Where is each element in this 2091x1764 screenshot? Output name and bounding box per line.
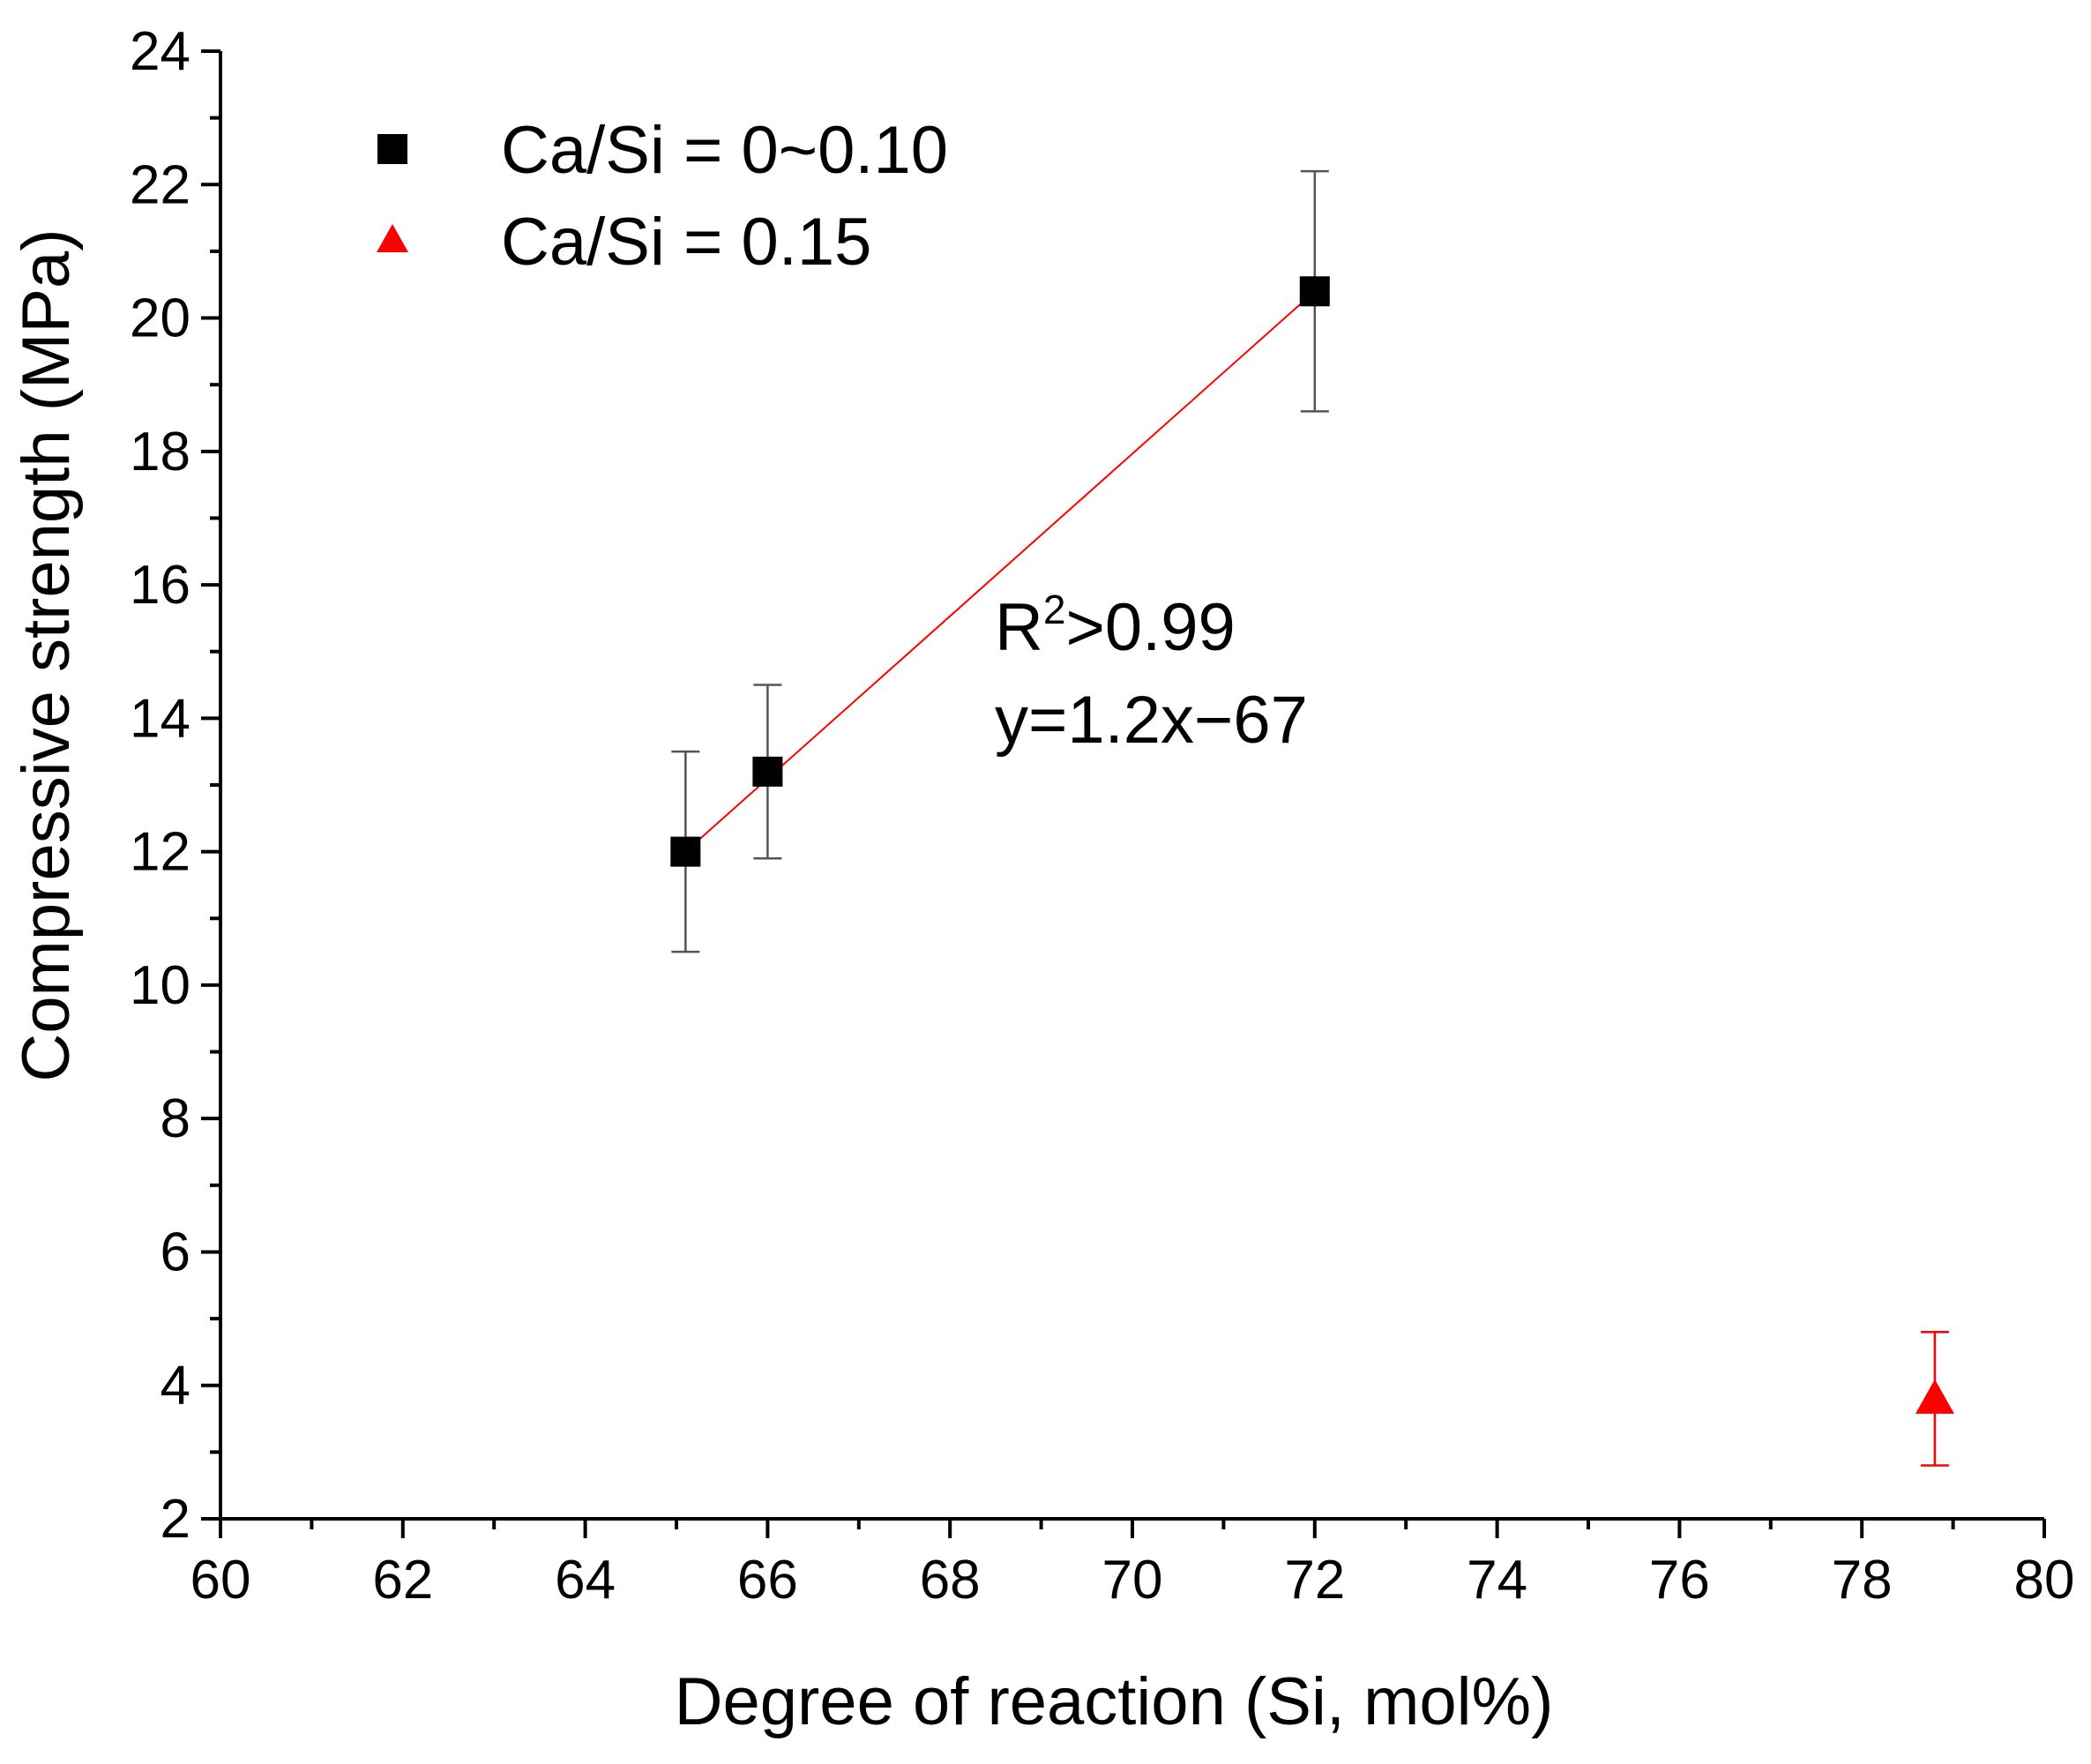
fit-equation: y=1.2x−67 [995,683,1308,758]
x-tick-label: 66 [737,1550,798,1611]
x-tick-label: 78 [1832,1550,1893,1611]
legend: Ca/Si = 0~0.10 Ca/Si = 0.15 [377,113,948,280]
x-tick-label: 60 [190,1550,251,1611]
axes [219,51,2044,1521]
y-tick-label: 6 [161,1222,190,1282]
r-squared-value: >0.99 [1065,590,1235,665]
y-tick-label: 10 [130,955,190,1016]
y-tick-label: 14 [130,688,190,749]
x-axis-title: Degree of reaction (Si, mol%) [675,1664,1554,1739]
data-point-square [670,836,701,867]
y-tick-label: 16 [130,555,190,616]
fit-line [684,290,1316,853]
legend-label-series-2: Ca/Si = 0.15 [501,205,871,280]
error-bars [671,169,1949,1467]
legend-label-series-1: Ca/Si = 0~0.10 [501,113,948,188]
x-tick-label: 74 [1467,1550,1527,1611]
y-tick-label: 18 [130,422,190,482]
r-squared-r: R [995,590,1043,665]
y-axis-title: Compressive strength (MPa) [9,228,84,1081]
y-tick-label: 2 [161,1489,190,1550]
y-tick-label: 24 [130,21,190,82]
data-points [670,276,1954,1414]
y-tick-label: 20 [130,288,190,349]
data-point-square [1299,276,1330,307]
legend-marker-square [377,134,407,164]
x-tick-label: 70 [1102,1550,1163,1611]
y-tick-label: 22 [130,154,190,215]
y-tick-label: 8 [161,1088,190,1149]
y-tick-label: 4 [161,1356,190,1416]
r-squared-superscript: 2 [1043,587,1066,632]
x-tick-label: 68 [920,1550,981,1611]
x-tick-label: 76 [1649,1550,1710,1611]
fit-line-group [684,290,1316,853]
x-tick-label: 80 [2014,1550,2075,1611]
r-squared-annotation: R2>0.99 [995,587,1236,665]
data-point-triangle [1915,1379,1954,1414]
x-tick-label: 64 [555,1550,616,1611]
legend-marker-triangle [377,224,408,252]
x-tick-label: 72 [1284,1550,1345,1611]
data-point-square [752,756,783,787]
x-ticks: 60 62 64 66 68 70 72 74 76 78 80 [190,1519,2075,1611]
y-tick-label: 12 [130,822,190,883]
x-tick-label: 62 [372,1550,433,1611]
